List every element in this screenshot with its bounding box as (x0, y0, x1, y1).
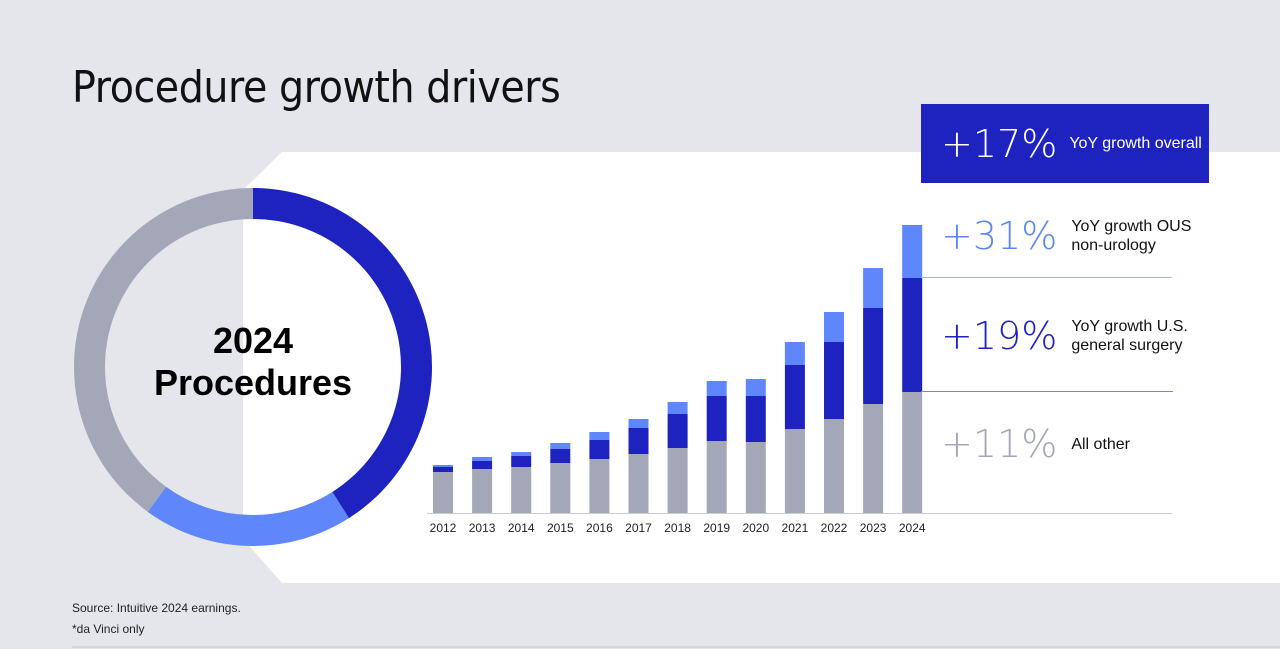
divider-us-gs (921, 391, 1173, 392)
x-tick-label: 2022 (821, 521, 848, 535)
overall-growth-pct: +17% (941, 121, 1058, 166)
overall-growth-label: YoY growth overall (1069, 134, 1202, 152)
bar-2012-all-other (433, 472, 453, 513)
callout-us-gs-line2: general surgery (1071, 337, 1183, 354)
x-tick-label: 2018 (664, 521, 691, 535)
donut-slice-all-other (73, 188, 253, 512)
x-tick-label: 2023 (860, 521, 887, 535)
bar-2021-all-other (784, 429, 805, 513)
bar-2022-ous-non-urology (824, 312, 844, 342)
x-tick-label: 2021 (782, 521, 809, 535)
bar-2012-ous-non-urology (433, 465, 453, 467)
x-tick-label: 2012 (430, 521, 457, 535)
bar-2014-ous-non-urology (511, 452, 532, 456)
x-tick-label: 2019 (703, 521, 730, 535)
donut-slice-u-s-general-surgery (253, 188, 433, 519)
x-tick-label: 2020 (742, 521, 769, 535)
callout-ous-label: YoY growth OUS non-urology (1071, 217, 1191, 255)
overall-growth-box: +17% YoY growth overall (921, 104, 1209, 183)
bar-2020-u-s-general-surgery (745, 396, 766, 442)
bar-2019-ous-non-urology (706, 381, 727, 396)
x-tick-label: 2015 (547, 521, 574, 535)
callout-us-gs-line1: YoY growth U.S. (1071, 318, 1188, 335)
donut-slice-ous-non-urology (147, 486, 349, 546)
x-tick-label: 2013 (469, 521, 496, 535)
donut-year: 2024 (212, 320, 294, 361)
bar-2017-ous-non-urology (628, 419, 649, 428)
bar-2017-u-s-general-surgery (628, 428, 649, 454)
bar-2016-all-other (589, 459, 610, 513)
bar-2018-all-other (667, 448, 688, 513)
bar-2016-u-s-general-surgery (589, 440, 610, 459)
bar-2021-u-s-general-surgery (784, 365, 805, 429)
bar-2020-ous-non-urology (745, 379, 766, 396)
bar-2013-all-other (472, 469, 493, 513)
bar-2024-ous-non-urology (902, 225, 923, 278)
callout-us-gs-pct: +19% (941, 314, 1058, 358)
bar-2016-ous-non-urology (589, 432, 610, 440)
callout-other-line1: All other (1071, 435, 1131, 453)
bar-2019-all-other (706, 441, 727, 513)
callout-other: +11% All other (941, 422, 1130, 466)
x-tick-label: 2017 (625, 521, 652, 535)
bar-2013-ous-non-urology (472, 457, 493, 461)
bar-2024-u-s-general-surgery (902, 278, 923, 392)
bar-2022-all-other (824, 419, 844, 513)
callout-ous-line2: non-urology (1071, 237, 1156, 254)
callout-other-label: All other (1071, 435, 1130, 454)
bar-2019-u-s-general-surgery (706, 396, 727, 441)
x-tick-label: 2016 (586, 521, 613, 535)
divider-ous (921, 277, 1172, 278)
bar-2023-all-other (863, 404, 884, 513)
x-tick-label: 2014 (508, 521, 535, 535)
source-note: Source: Intuitive 2024 earnings. (72, 601, 241, 615)
callout-us-gs-label: YoY growth U.S. general surgery (1071, 317, 1188, 355)
bar-2015-u-s-general-surgery (550, 449, 571, 463)
bar-2013-u-s-general-surgery (472, 461, 493, 469)
davinci-note: *da Vinci only (72, 622, 145, 636)
bar-2014-u-s-general-surgery (511, 456, 532, 467)
bar-2023-ous-non-urology (863, 268, 884, 308)
bar-2012-u-s-general-surgery (433, 467, 453, 472)
bar-2022-u-s-general-surgery (824, 342, 844, 419)
bar-2014-all-other (511, 467, 532, 513)
callout-other-pct: +11% (941, 422, 1058, 466)
donut-caption: Procedures (153, 362, 353, 403)
callout-ous-pct: +31% (941, 214, 1058, 258)
x-tick-label: 2024 (899, 521, 926, 535)
bar-2015-all-other (550, 463, 571, 513)
bar-2024-all-other (902, 392, 923, 513)
bar-2018-ous-non-urology (667, 402, 688, 414)
white-panel (243, 152, 1280, 583)
callout-us-gs: +19% YoY growth U.S. general surgery (941, 314, 1188, 358)
callout-ous: +31% YoY growth OUS non-urology (941, 214, 1191, 258)
bar-2018-u-s-general-surgery (667, 414, 688, 448)
page-title: Procedure growth drivers (72, 62, 561, 113)
bar-2021-ous-non-urology (784, 342, 805, 365)
bar-2015-ous-non-urology (550, 443, 571, 449)
callout-ous-line1: YoY growth OUS (1071, 218, 1192, 235)
bar-2020-all-other (745, 442, 766, 513)
bar-2023-u-s-general-surgery (863, 308, 884, 404)
bar-2017-all-other (628, 454, 649, 513)
donut-center-label: 2024 Procedures (103, 320, 403, 404)
